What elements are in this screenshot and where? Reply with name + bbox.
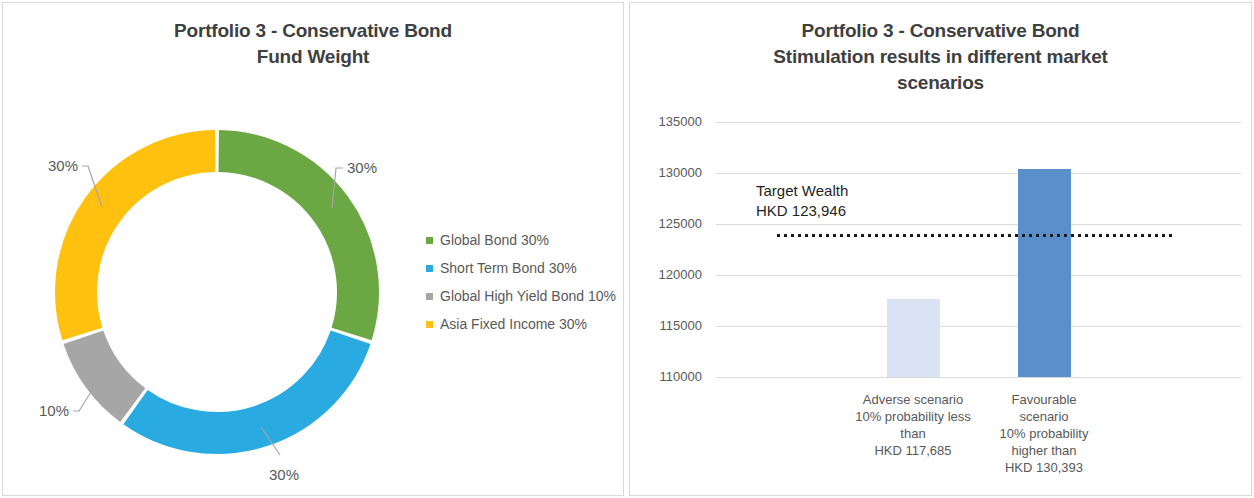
category-label-line: higher than — [954, 442, 1134, 459]
target-wealth-value: HKD 123,946 — [756, 201, 848, 221]
legend-swatch-green — [426, 237, 433, 244]
target-wealth-dotted-line — [777, 234, 1173, 237]
slice-label-global-high-yield-bond: 10% — [39, 402, 69, 419]
donut-slice-global-high-yield-bond — [83, 337, 132, 405]
gridline-135000 — [716, 122, 1241, 123]
y-axis-tick-135000: 135000 — [646, 115, 702, 129]
gridline-110000 — [716, 377, 1241, 378]
gridline-120000 — [716, 275, 1241, 276]
slice-label-global-bond: 30% — [347, 159, 377, 176]
y-axis-tick-110000: 110000 — [646, 370, 702, 384]
legend-item-short-term-bond: Short Term Bond 30% — [426, 261, 616, 275]
category-label-line: Favourable — [954, 391, 1134, 408]
legend-item-global-high-yield-bond: Global High Yield Bond 10% — [426, 289, 616, 303]
donut-legend: Global Bond 30% Short Term Bond 30% Glob… — [426, 233, 616, 345]
legend-item-asia-fixed-income: Asia Fixed Income 30% — [426, 317, 616, 331]
legend-swatch-gray — [426, 293, 433, 300]
target-wealth-label: Target Wealth HKD 123,946 — [756, 181, 848, 221]
category-label-line: scenario — [954, 408, 1134, 425]
y-axis-tick-130000: 130000 — [646, 166, 702, 180]
slice-label-short-term-bond: 30% — [269, 466, 299, 483]
title-line: Stimulation results in different market — [630, 44, 1251, 70]
legend-swatch-blue — [426, 265, 433, 272]
y-axis-tick-120000: 120000 — [646, 268, 702, 282]
bar-favourable-scenario — [1018, 169, 1071, 377]
legend-label: Short Term Bond 30% — [440, 260, 577, 276]
donut-slice-global-bond — [219, 151, 358, 334]
y-axis-tick-115000: 115000 — [646, 319, 702, 333]
legend-label: Global Bond 30% — [440, 232, 549, 248]
fund-weight-chart-panel: Portfolio 3 - Conservative Bond Fund Wei… — [2, 2, 624, 496]
legend-item-global-bond: Global Bond 30% — [426, 233, 616, 247]
gridline-125000 — [716, 224, 1241, 225]
gridline-130000 — [716, 173, 1241, 174]
simulation-chart-title: Portfolio 3 - Conservative Bond Stimulat… — [630, 18, 1251, 96]
gridline-115000 — [716, 326, 1241, 327]
bar-adverse-scenario — [887, 299, 940, 377]
category-label-line: 10% probability — [954, 425, 1134, 442]
y-axis-tick-125000: 125000 — [646, 217, 702, 231]
legend-label: Global High Yield Bond 10% — [440, 288, 616, 304]
simulation-chart-panel: Portfolio 3 - Conservative Bond Stimulat… — [629, 2, 1252, 496]
category-label-line: HKD 130,393 — [954, 459, 1134, 476]
donut-slice-asia-fixed-income — [76, 151, 215, 334]
donut-slice-short-term-bond — [136, 337, 351, 433]
title-line: scenarios — [630, 70, 1251, 96]
title-line: Portfolio 3 - Conservative Bond — [630, 18, 1251, 44]
legend-label: Asia Fixed Income 30% — [440, 316, 587, 332]
target-wealth-text: Target Wealth — [756, 181, 848, 201]
category-label-favourable: Favourablescenario10% probabilityhigher … — [954, 391, 1134, 476]
slice-label-asia-fixed-income: 30% — [48, 157, 78, 174]
legend-swatch-yellow — [426, 321, 433, 328]
